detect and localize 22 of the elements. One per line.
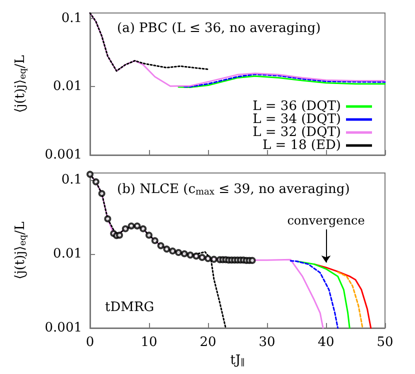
y-tick-label: 0.1 (61, 172, 82, 188)
legend-label: L = 36 (DQT) (252, 99, 341, 114)
y-tick-label: 0.1 (61, 10, 82, 26)
legend-label: L = 18 (ED) (262, 138, 341, 153)
text: tDMRG (104, 300, 154, 315)
x-tick-label: 10 (140, 335, 158, 350)
annotation: convergence (287, 213, 365, 228)
text: (a) PBC (L ≤ 36, no averaging) (117, 21, 321, 36)
y-tick-label: 0.01 (53, 79, 82, 94)
x-tick-label: 50 (376, 335, 394, 350)
y-axis-title: ⟨j(t)j⟩eq/L (13, 54, 28, 113)
y-axis-title: ⟨j(t)j⟩eq/L (13, 221, 28, 280)
x-tick-label: 0 (86, 335, 94, 350)
legend-label: L = 32 (DQT) (252, 125, 341, 140)
y-tick-label: 0.01 (53, 246, 82, 262)
x-tick-label: 30 (258, 335, 276, 350)
x-tick-label: 40 (318, 335, 334, 350)
y-tick-label: 0.001 (44, 320, 82, 336)
x-axis-title: tJ∥ (230, 352, 245, 368)
x-tick-label: 20 (200, 335, 216, 350)
y-tick-label: 0.001 (44, 148, 82, 162)
legend-label: L = 34 (DQT) (252, 112, 341, 127)
